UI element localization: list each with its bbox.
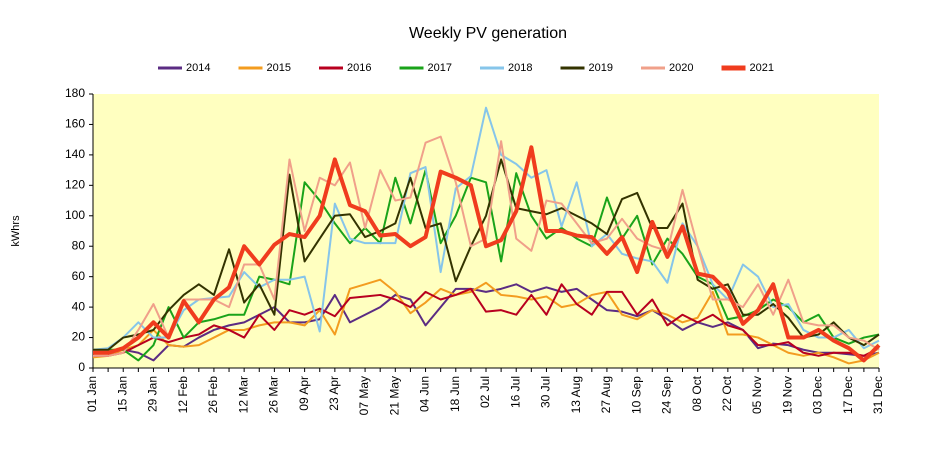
x-tick-label: 27 Aug bbox=[599, 376, 613, 413]
series-line bbox=[92, 106, 880, 351]
y-tick-label: 120 bbox=[65, 178, 85, 192]
x-tick-label: 05 Nov bbox=[750, 376, 764, 414]
series-line bbox=[93, 283, 880, 357]
x-tick-label: 26 Feb bbox=[206, 376, 220, 414]
x-tick-label: 24 Sep bbox=[660, 376, 674, 414]
series-line bbox=[93, 158, 880, 351]
x-tick-label: 12 Feb bbox=[176, 376, 190, 414]
y-tick-label: 100 bbox=[65, 208, 85, 222]
x-tick-label: 21 May bbox=[387, 376, 401, 415]
x-tick-label: 08 Oct bbox=[690, 375, 704, 411]
y-tick-label: 0 bbox=[78, 360, 85, 374]
legend-label: 2015 bbox=[267, 62, 291, 74]
y-tick-label: 140 bbox=[65, 147, 85, 161]
x-tick-label: 13 Aug bbox=[569, 376, 583, 413]
x-tick-label: 26 Mar bbox=[267, 376, 281, 413]
x-tick-label: 02 Jul bbox=[478, 376, 492, 408]
x-tick-label: 23 Apr bbox=[327, 376, 341, 411]
legend-label: 2014 bbox=[186, 62, 210, 74]
x-tick-label: 12 Mar bbox=[236, 376, 250, 413]
x-tick-label: 22 Oct bbox=[720, 375, 734, 411]
x-tick-label: 19 Nov bbox=[780, 376, 794, 414]
legend-label: 2018 bbox=[508, 62, 532, 74]
x-tick-label: 03 Dec bbox=[811, 376, 825, 414]
x-tick-label: 04 Jun bbox=[418, 376, 432, 412]
x-tick-label: 30 Jul bbox=[539, 376, 553, 408]
x-tick-label: 29 Jan bbox=[146, 376, 160, 412]
x-tick-label: 31 Dec bbox=[871, 376, 885, 414]
x-tick-label: 17 Dec bbox=[841, 376, 855, 414]
legend-label: 2020 bbox=[669, 62, 693, 74]
chart-title: Weekly PV generation bbox=[409, 25, 567, 42]
legend-label: 2019 bbox=[589, 62, 613, 74]
x-tick-label: 10 Sep bbox=[629, 376, 643, 414]
legend-label: 2021 bbox=[750, 62, 774, 74]
x-tick-label: 07 May bbox=[357, 376, 371, 415]
legend-label: 2017 bbox=[428, 62, 452, 74]
x-tick-label: 15 Jan bbox=[115, 376, 129, 412]
series-line bbox=[93, 145, 881, 363]
x-tick-label: 16 Jul bbox=[508, 376, 522, 408]
y-tick-label: 20 bbox=[72, 330, 86, 344]
plot-area bbox=[93, 94, 879, 368]
legend-label: 2016 bbox=[347, 62, 371, 74]
y-tick-label: 80 bbox=[72, 238, 86, 252]
x-tick-label: 01 Jan bbox=[85, 376, 99, 412]
x-tick-label: 18 Jun bbox=[448, 376, 462, 412]
y-tick-label: 180 bbox=[65, 86, 85, 100]
y-tick-label: 40 bbox=[72, 299, 86, 313]
y-axis-label: kWhrs bbox=[10, 215, 22, 247]
y-tick-label: 60 bbox=[72, 269, 86, 283]
x-tick-label: 09 Apr bbox=[297, 376, 311, 411]
y-tick-label: 160 bbox=[65, 117, 85, 131]
